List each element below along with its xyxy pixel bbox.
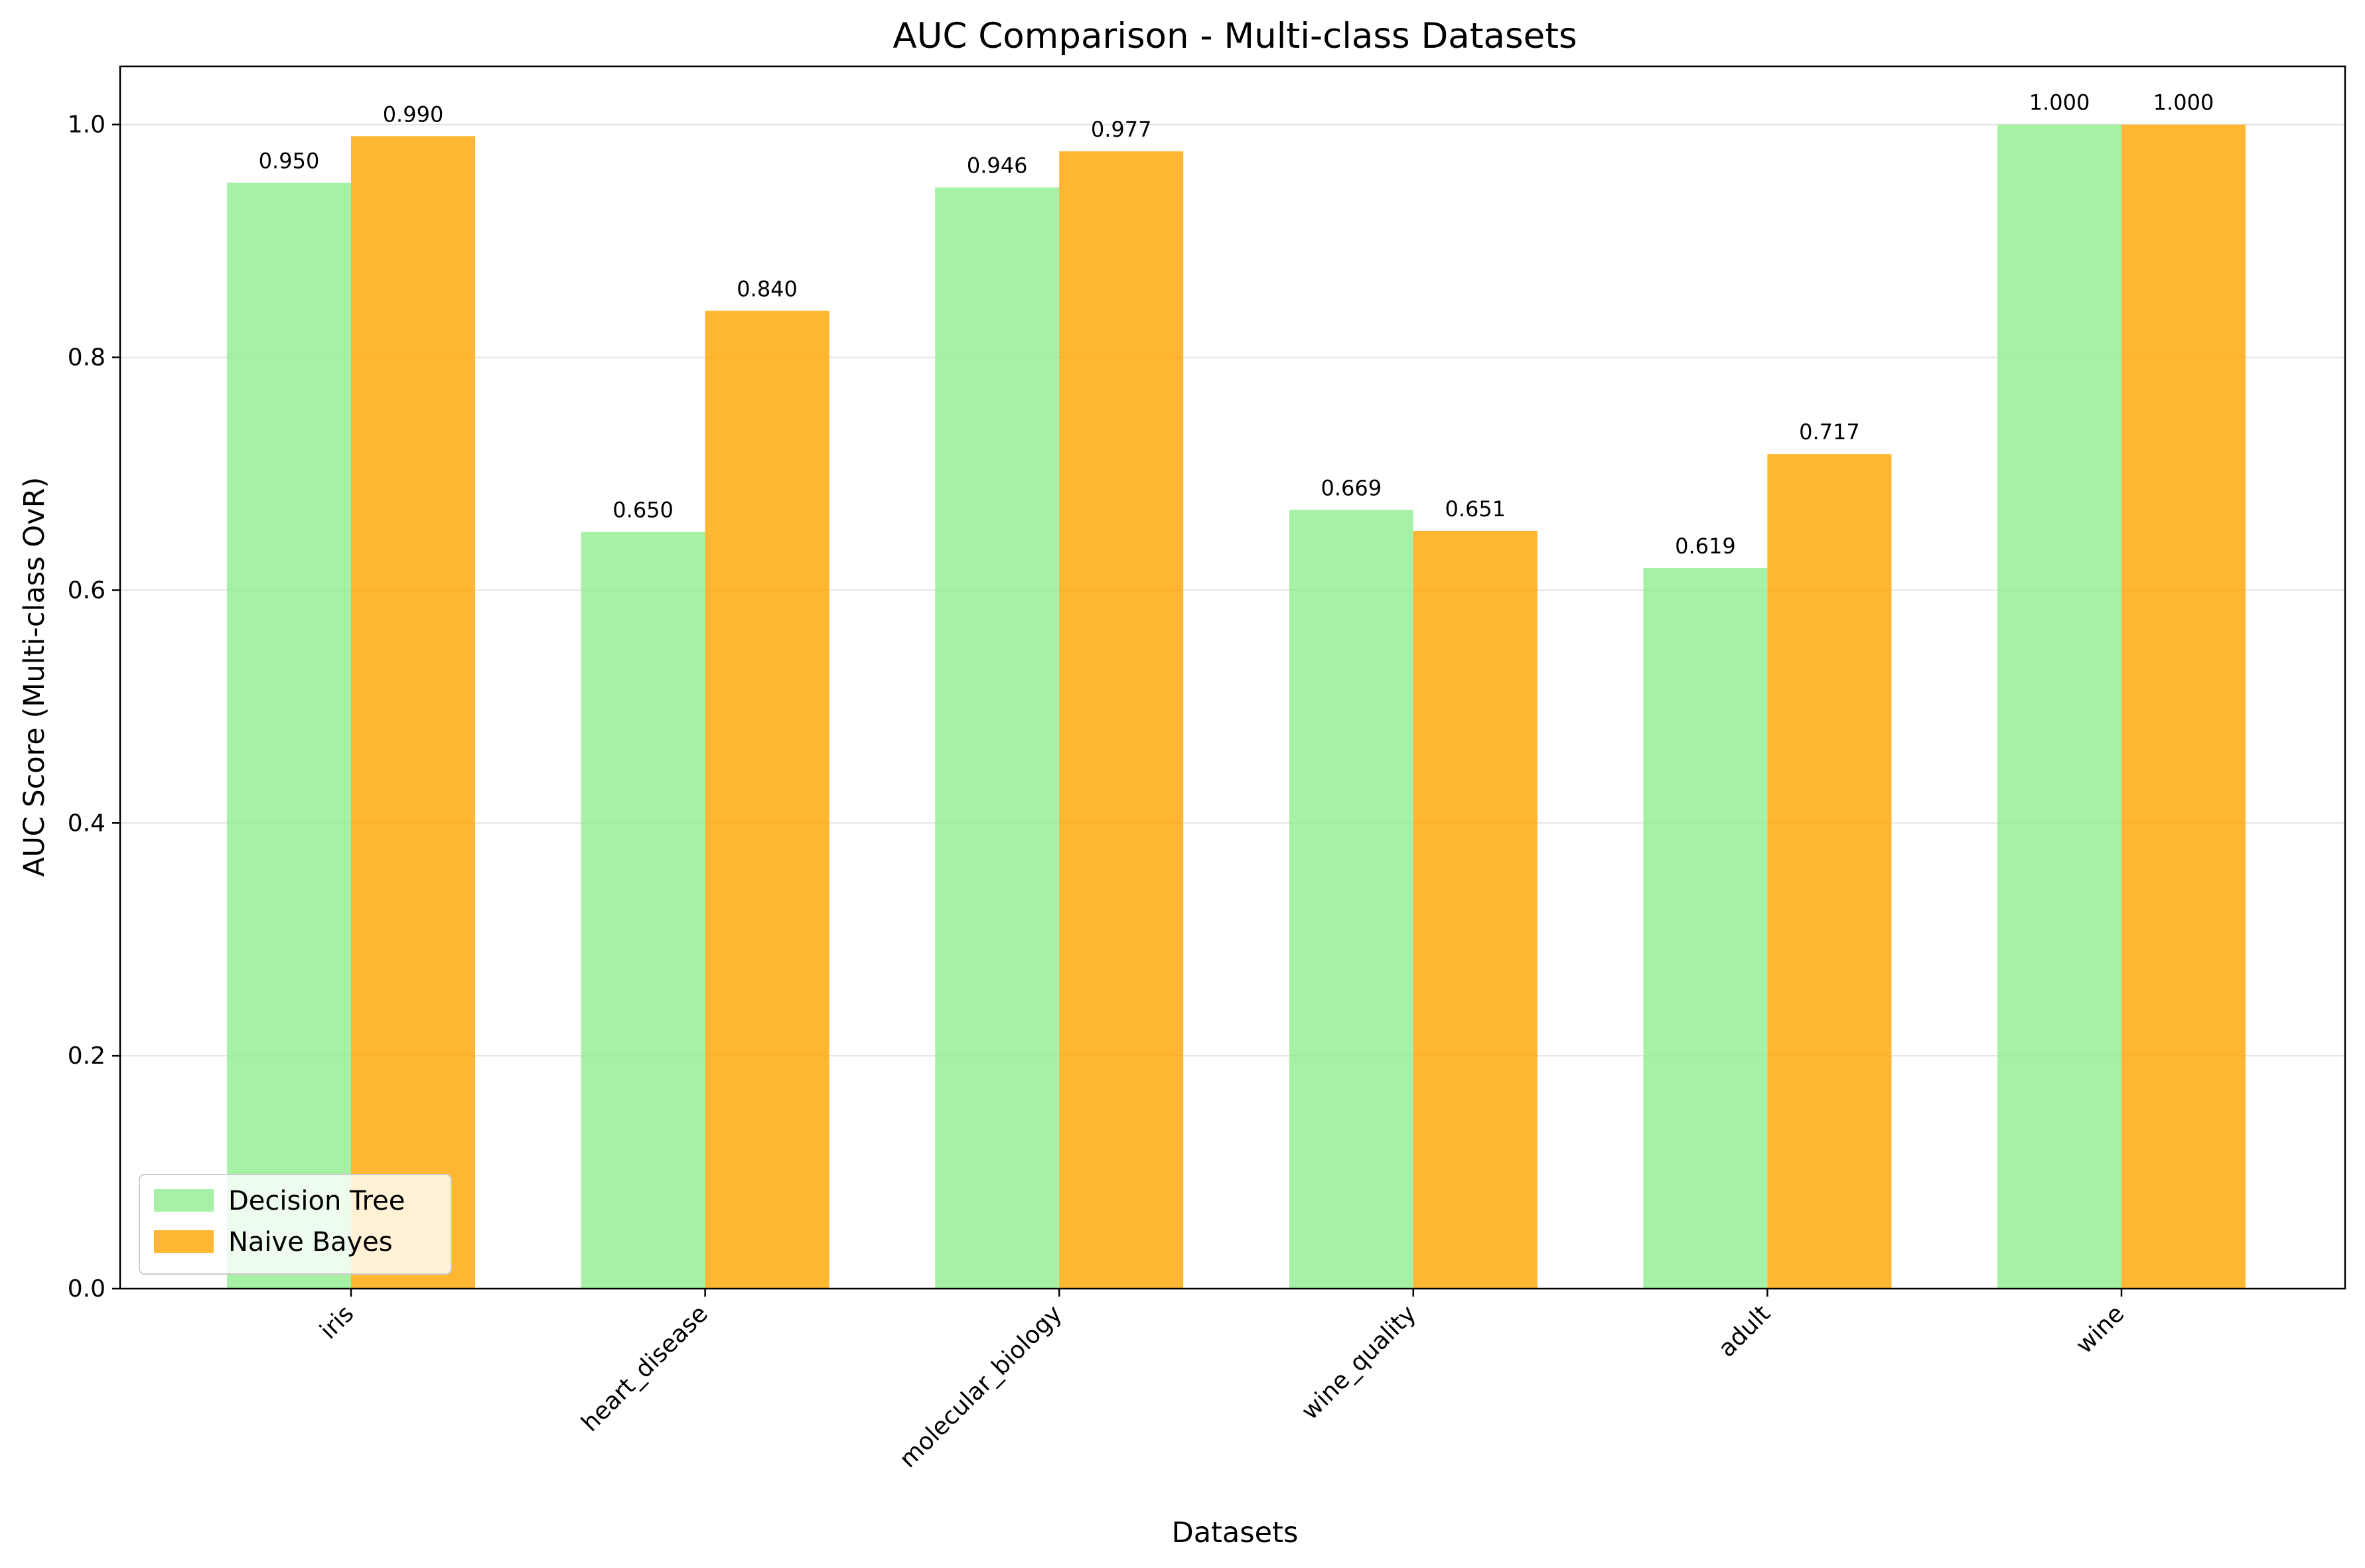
y-axis-label: AUC Score (Multi-class OvR)	[18, 477, 51, 877]
y-tick-label: 0.4	[68, 810, 106, 837]
value-label: 0.977	[1091, 117, 1152, 142]
bar-naive-bayes-wine	[2121, 124, 2246, 1289]
bar-naive-bayes-adult	[1767, 454, 1892, 1289]
chart-title: AUC Comparison - Multi-class Datasets	[893, 16, 1577, 56]
value-label: 0.950	[259, 148, 320, 173]
bars	[227, 124, 2246, 1289]
legend-label: Decision Tree	[228, 1186, 405, 1216]
value-label: 0.990	[383, 102, 444, 127]
bar-naive-bayes-wine_quality	[1413, 530, 1538, 1289]
legend-swatch-decision-tree	[154, 1189, 214, 1212]
x-axis-label: Datasets	[1172, 1516, 1299, 1549]
y-tick-label: 0.6	[68, 577, 106, 604]
y-tick-label: 0.2	[68, 1042, 106, 1070]
legend-box	[139, 1174, 452, 1275]
value-label: 1.000	[2029, 90, 2090, 115]
y-tick-label: 0.0	[68, 1275, 106, 1303]
value-label: 0.651	[1445, 496, 1506, 522]
value-labels: 0.950 0.990 0.650 0.840 0.946 0.977 0.669 0.651…	[259, 90, 2214, 559]
bar-decision-tree-wine	[1997, 124, 2121, 1289]
bar-decision-tree-wine_quality	[1289, 510, 1413, 1289]
value-label: 0.619	[1675, 534, 1736, 559]
bar-naive-bayes-iris	[351, 136, 475, 1289]
y-tick-label: 0.8	[68, 344, 106, 372]
bar-decision-tree-iris	[227, 182, 351, 1289]
value-label: 1.000	[2153, 90, 2214, 115]
bar-naive-bayes-heart_disease	[705, 311, 829, 1289]
legend-label: Naive Bayes	[228, 1227, 393, 1257]
value-label: 0.840	[737, 276, 798, 301]
bar-decision-tree-molecular_biology	[935, 187, 1060, 1289]
value-label: 0.669	[1321, 475, 1382, 500]
value-label: 0.717	[1799, 419, 1860, 445]
bar-naive-bayes-molecular_biology	[1059, 151, 1184, 1289]
value-label: 0.946	[967, 153, 1028, 178]
bar-decision-tree-adult	[1643, 568, 1768, 1289]
legend: Decision Tree Naive Bayes	[139, 1174, 452, 1275]
y-tick-label: 1.0	[68, 111, 106, 139]
legend-swatch-naive-bayes	[154, 1230, 214, 1253]
plot-area-frame	[119, 65, 2346, 1290]
bar-decision-tree-heart_disease	[581, 532, 705, 1289]
y-axis-ticks: 0.0 0.2 0.4 0.6 0.8 1.0	[68, 111, 120, 1303]
value-label: 0.650	[612, 498, 674, 523]
